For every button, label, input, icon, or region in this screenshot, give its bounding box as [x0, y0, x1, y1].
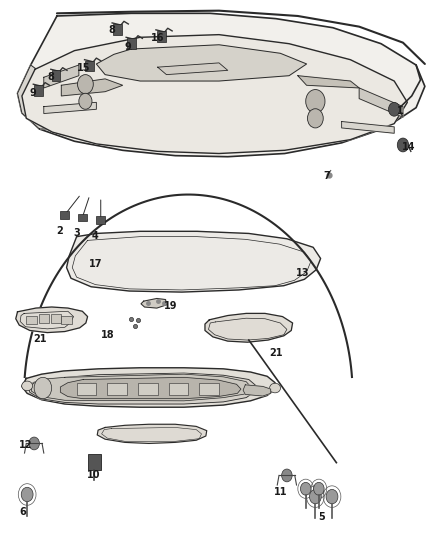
Text: 6: 6 — [19, 507, 26, 516]
Text: 21: 21 — [269, 349, 283, 358]
Polygon shape — [32, 374, 252, 401]
Circle shape — [78, 75, 93, 94]
Bar — [51, 314, 61, 323]
Circle shape — [29, 437, 39, 450]
Text: 4: 4 — [92, 231, 99, 241]
Polygon shape — [44, 65, 79, 88]
Bar — [138, 383, 158, 395]
Polygon shape — [96, 45, 307, 81]
Text: 19: 19 — [164, 301, 177, 311]
Bar — [127, 38, 136, 49]
Circle shape — [21, 487, 33, 502]
Ellipse shape — [269, 383, 281, 393]
Bar — [85, 61, 94, 71]
Polygon shape — [243, 385, 271, 396]
Text: 9: 9 — [29, 88, 36, 98]
Text: 18: 18 — [100, 330, 114, 340]
Circle shape — [282, 469, 292, 482]
Polygon shape — [16, 307, 88, 333]
Circle shape — [79, 93, 92, 109]
Bar — [60, 211, 69, 219]
Polygon shape — [60, 377, 241, 399]
Circle shape — [389, 102, 400, 116]
Text: 10: 10 — [88, 471, 101, 480]
Text: 3: 3 — [73, 229, 80, 238]
Text: 8: 8 — [47, 72, 54, 82]
Text: 11: 11 — [274, 487, 287, 497]
Text: 8: 8 — [108, 26, 115, 35]
Text: 15: 15 — [78, 63, 91, 72]
Polygon shape — [359, 88, 403, 117]
Bar — [78, 214, 87, 221]
Circle shape — [397, 138, 409, 152]
Text: 9: 9 — [125, 42, 132, 52]
Circle shape — [309, 489, 321, 504]
Text: 21: 21 — [34, 334, 47, 344]
Circle shape — [306, 90, 325, 113]
Bar — [107, 383, 127, 395]
Polygon shape — [97, 424, 207, 443]
Text: 17: 17 — [89, 259, 102, 269]
Bar — [61, 316, 72, 324]
Polygon shape — [61, 79, 123, 96]
Bar — [88, 454, 101, 470]
Bar — [199, 383, 219, 395]
Polygon shape — [141, 298, 166, 308]
Ellipse shape — [21, 381, 32, 391]
Polygon shape — [18, 13, 425, 157]
Bar — [52, 70, 60, 81]
Polygon shape — [28, 373, 256, 404]
Text: 14: 14 — [402, 142, 415, 151]
Text: 7: 7 — [323, 171, 330, 181]
Circle shape — [34, 377, 52, 399]
Polygon shape — [205, 313, 293, 342]
Polygon shape — [67, 231, 321, 292]
Bar — [26, 316, 37, 324]
Text: 13: 13 — [296, 268, 309, 278]
Bar — [96, 216, 105, 224]
Polygon shape — [342, 122, 394, 133]
Polygon shape — [44, 102, 96, 114]
Text: 12: 12 — [19, 440, 32, 450]
Bar — [34, 85, 43, 96]
Circle shape — [307, 109, 323, 128]
Bar — [113, 24, 122, 35]
Text: 5: 5 — [318, 512, 325, 522]
Circle shape — [326, 489, 338, 504]
Polygon shape — [158, 63, 228, 75]
Bar — [157, 31, 166, 42]
Text: 16: 16 — [151, 33, 164, 43]
Text: 2: 2 — [56, 226, 63, 236]
Polygon shape — [18, 65, 53, 129]
Circle shape — [314, 482, 324, 495]
Text: 1: 1 — [397, 106, 404, 116]
Polygon shape — [298, 76, 359, 88]
Bar — [77, 383, 96, 395]
Bar — [169, 383, 188, 395]
Bar — [39, 314, 49, 323]
Polygon shape — [22, 35, 407, 154]
Polygon shape — [22, 368, 275, 407]
Circle shape — [300, 482, 311, 495]
